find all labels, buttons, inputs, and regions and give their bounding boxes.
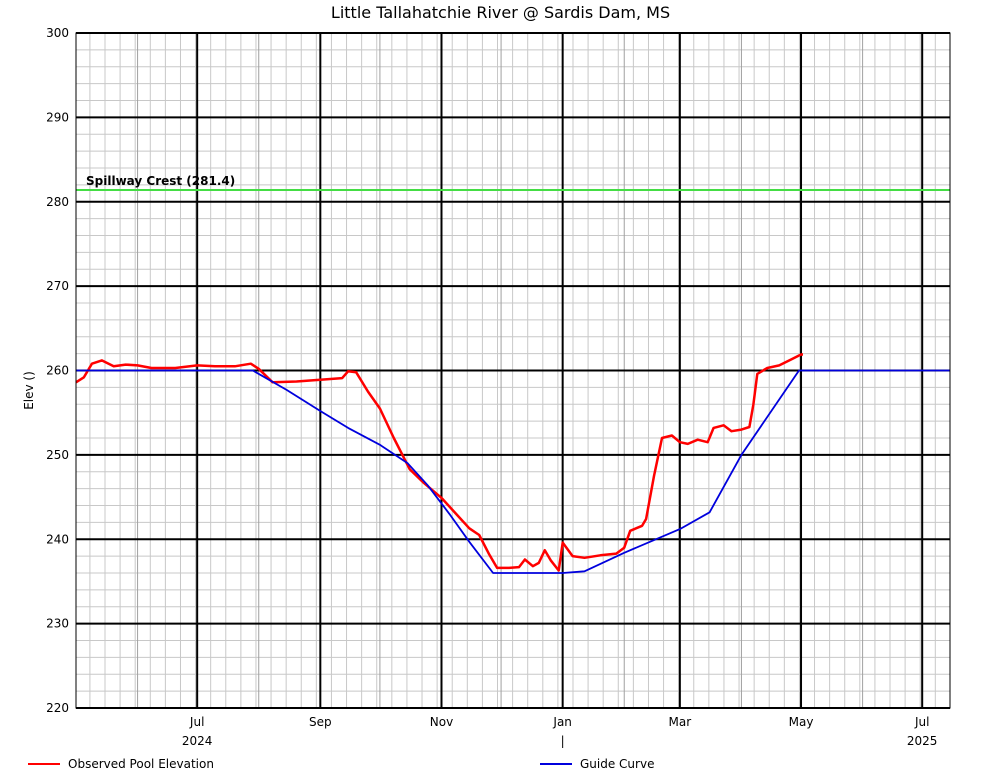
legend-observed: Observed Pool Elevation (28, 757, 214, 771)
plot-frame (75, 32, 951, 709)
legend-guide-swatch (540, 763, 572, 765)
series-observed-pool-elevation (75, 353, 803, 572)
x-tick-labels: Jul 2024 Sep Nov Jan | Mar May Jul 2025 (182, 715, 938, 748)
y-axis-label: Elev () (22, 371, 36, 410)
y-tick-label: 290 (46, 110, 69, 124)
y-tick-label: 250 (46, 448, 69, 462)
y-tick-label: 280 (46, 195, 69, 209)
y-tick-label: 220 (46, 701, 69, 715)
x-tick-label: Jan (552, 715, 572, 729)
y-tick-label: 240 (46, 532, 69, 546)
legend-observed-label: Observed Pool Elevation (68, 757, 214, 771)
x-tick-sublabel: 2025 (907, 734, 938, 748)
x-tick-label: May (789, 715, 814, 729)
y-tick-label: 260 (46, 364, 69, 378)
series-layer (75, 353, 950, 574)
y-tick-labels: 220 230 240 250 260 270 280 290 300 (46, 26, 69, 715)
legend-observed-swatch (28, 763, 60, 765)
chart-title: Little Tallahatchie River @ Sardis Dam, … (330, 3, 671, 22)
spillway-crest-label: Spillway Crest (281.4) (86, 174, 235, 188)
x-tick-label: Jul (914, 715, 929, 729)
y-tick-label: 270 (46, 279, 69, 293)
x-tick-label: Jul (189, 715, 204, 729)
x-tick-label: Nov (430, 715, 453, 729)
x-tick-label: Mar (669, 715, 692, 729)
series-guide-curve (76, 369, 950, 574)
y-tick-label: 230 (46, 617, 69, 631)
legend-guide: Guide Curve (540, 757, 654, 771)
x-tick-sublabel: 2024 (182, 734, 213, 748)
legend-guide-label: Guide Curve (580, 757, 655, 771)
x-tick-label: Sep (309, 715, 332, 729)
x-tick-sublabel: | (561, 734, 565, 748)
y-tick-label: 300 (46, 26, 69, 40)
